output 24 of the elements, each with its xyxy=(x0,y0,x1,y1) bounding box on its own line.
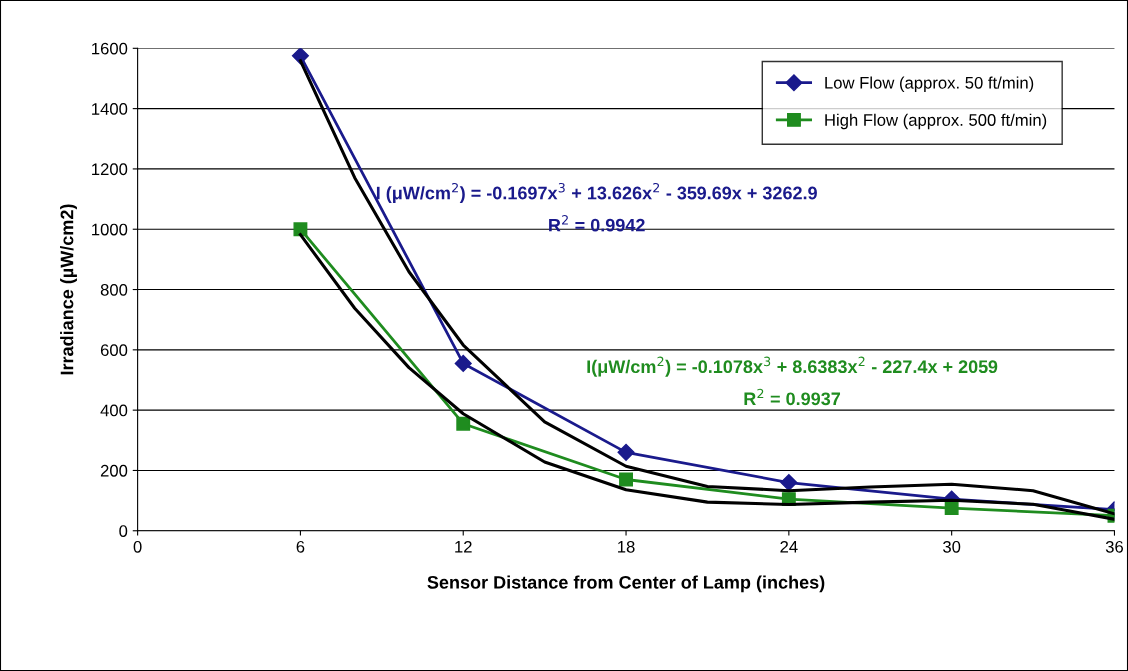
y-axis-title: Irradiance (µW/cm2) xyxy=(60,204,77,375)
annotation: R$^{2}$ = 0.9937 xyxy=(744,388,841,406)
x-axis-title: Sensor Distance from Center of Lamp (inches) xyxy=(427,575,825,593)
y-tick-label: 0 xyxy=(119,525,128,537)
y-tick-label: 200 xyxy=(100,464,128,477)
x-tick-label: 30 xyxy=(943,540,961,553)
annotation: R$^{2}$ = 0.9942 xyxy=(549,215,645,232)
x-tick-label: 0 xyxy=(133,540,142,553)
y-tick-label: 1000 xyxy=(92,223,128,236)
x-tick-label: 12 xyxy=(455,540,472,553)
x-tick-label: 24 xyxy=(780,540,798,553)
y-tick-label: 600 xyxy=(100,344,128,357)
legend-label: Low Flow (approx. 50 ft/min) xyxy=(825,76,1034,93)
x-tick-label: 6 xyxy=(296,540,305,553)
y-tick-label: 1200 xyxy=(92,163,128,176)
legend-label: High Flow (approx. 500 ft/min) xyxy=(825,113,1047,130)
annotation: I (μW/cm$^{2}$) = -0.1697x$^{3}$ + 13.626x$^{2}$ - 359.69x + 3262.9 xyxy=(376,182,817,203)
y-tick-label: 400 xyxy=(100,404,128,417)
y-tick-label: 1600 xyxy=(92,42,128,55)
x-tick-label: 36 xyxy=(1105,540,1123,553)
x-tick-label: 18 xyxy=(618,540,635,553)
y-tick-label: 1400 xyxy=(92,103,128,115)
annotation: I(μW/cm$^{2}$) = -0.1078x$^{3}$ + 8.6383x$^{2}$ - 227.4x + 2059 xyxy=(587,356,998,377)
y-tick-label: 800 xyxy=(100,283,128,296)
